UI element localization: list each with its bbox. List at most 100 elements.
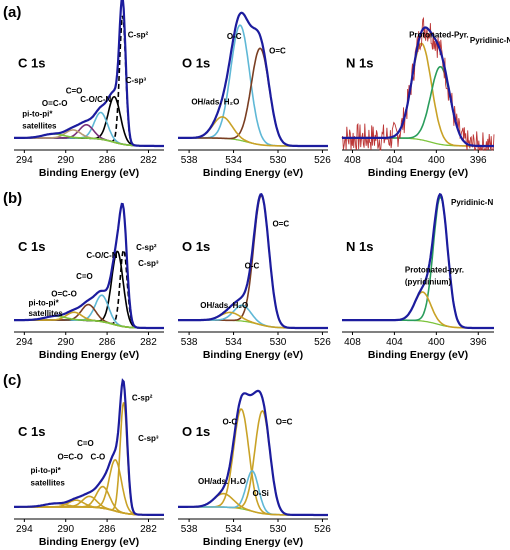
panel-c-O1s: 538 534 530 526 Binding Energy (eV) O 1s O-C O=… (178, 389, 331, 548)
peak-annotation: pi-to-pi* (28, 299, 59, 308)
peak-annotation: C-sp² (128, 30, 149, 39)
envelope-fit (178, 389, 328, 517)
component-peak (178, 24, 328, 147)
x-tick-label: 530 (270, 524, 287, 535)
peak-annotation: pi-to-pi* (31, 466, 62, 475)
peak-annotation: C-sp³ (126, 76, 147, 85)
row-label-b: (b) (3, 190, 23, 207)
peak-annotation: Pyridinic-N (451, 198, 493, 207)
envelope-fit (342, 26, 494, 148)
peak-annotation: OH/ads. H₂O (191, 97, 239, 106)
x-tick-label: 294 (16, 337, 33, 348)
peak-annotation: satellites (31, 478, 66, 487)
peak-annotation: C-O/C-N (86, 251, 117, 260)
peak-annotation: O=C-O (42, 99, 68, 108)
x-axis-label: Binding Energy (eV) (39, 536, 139, 548)
peak-annotation: C=O (77, 439, 94, 448)
x-axis-label: Binding Energy (eV) (368, 349, 468, 361)
peak-annotation: O-C (222, 418, 237, 427)
x-tick-label: 526 (314, 337, 331, 348)
component-peak (14, 402, 164, 516)
peak-annotation: O=C (276, 418, 293, 427)
envelope-fit (178, 192, 328, 330)
x-tick-label: 396 (470, 155, 487, 166)
core-level-label: C 1s (18, 56, 45, 71)
x-axis-label: Binding Energy (eV) (368, 167, 468, 179)
peak-annotation: satellites (22, 122, 57, 131)
envelope-fit (178, 11, 328, 148)
x-tick-label: 404 (386, 337, 403, 348)
x-tick-label: 408 (344, 155, 361, 166)
x-tick-label: 400 (428, 155, 445, 166)
x-axis-label: Binding Energy (eV) (203, 349, 303, 361)
x-tick-label: 538 (181, 524, 198, 535)
core-level-label: C 1s (18, 424, 45, 439)
x-tick-label: 408 (344, 337, 361, 348)
envelope-fit (14, 378, 164, 517)
peak-annotation: Protonated-Pyr. (409, 30, 469, 39)
x-tick-label: 282 (140, 155, 157, 166)
raw-data-trace (341, 16, 495, 152)
peak-annotation: C=O (76, 272, 93, 281)
envelope-fit (342, 192, 494, 330)
peak-annotation: O-C (245, 262, 260, 271)
component-peak (178, 116, 328, 147)
peak-annotation: C-sp³ (138, 434, 159, 443)
peak-annotation: O=C (269, 47, 286, 56)
x-tick-label: 526 (314, 524, 331, 535)
peak-annotation: OH/ads. H₂O (198, 477, 246, 486)
x-tick-label: 538 (181, 337, 198, 348)
x-tick-label: 530 (270, 337, 287, 348)
x-tick-label: 396 (470, 337, 487, 348)
row-label-c: (c) (3, 372, 22, 389)
x-tick-label: 534 (225, 337, 242, 348)
component-peak (342, 196, 494, 329)
peak-annotation: O=C (272, 219, 289, 228)
x-tick-label: 534 (225, 524, 242, 535)
core-level-label: N 1s (346, 56, 373, 71)
peak-annotation: (pyridinium) (405, 277, 452, 286)
peak-annotation: OH/ads. H₂O (200, 301, 248, 310)
peak-annotation: C-sp² (132, 393, 153, 402)
component-peak (14, 485, 164, 516)
x-tick-label: 294 (16, 155, 33, 166)
peak-annotation: C-sp³ (138, 259, 159, 268)
envelope-fit (14, 0, 164, 148)
background-line (178, 319, 328, 329)
core-level-label: O 1s (182, 424, 210, 439)
x-tick-label: 530 (270, 155, 287, 166)
core-level-label: N 1s (346, 239, 373, 254)
peak-annotation: O-C (227, 32, 242, 41)
peak-annotation: pi-to-pi* (22, 110, 53, 119)
peak-annotation: C-sp² (136, 243, 157, 252)
background-line (178, 137, 328, 147)
x-tick-label: 286 (99, 337, 116, 348)
peak-annotation: C-O/C-N (80, 95, 111, 104)
x-axis-label: Binding Energy (eV) (39, 349, 139, 361)
x-tick-label: 404 (386, 155, 403, 166)
envelope-fit (14, 202, 164, 330)
core-level-label: C 1s (18, 239, 45, 254)
core-level-label: O 1s (182, 56, 210, 71)
row-label-a: (a) (3, 4, 22, 21)
peak-annotation: Pyridinic-N (470, 36, 510, 45)
peak-annotation: Protonated-pyr. (405, 266, 464, 275)
x-tick-label: 538 (181, 155, 198, 166)
peak-annotation: satellites (28, 309, 63, 318)
x-axis-label: Binding Energy (eV) (39, 167, 139, 179)
x-tick-label: 294 (16, 524, 33, 535)
x-tick-label: 290 (57, 524, 74, 535)
x-tick-label: 526 (314, 155, 331, 166)
peak-annotation: O=C-O (51, 289, 77, 298)
panel-b-O1s: 538 534 530 526 Binding Energy (eV) O 1s O=C O-… (178, 192, 331, 361)
x-axis-label: Binding Energy (eV) (203, 536, 303, 548)
x-tick-label: 286 (99, 524, 116, 535)
x-tick-label: 282 (140, 524, 157, 535)
x-tick-label: 290 (57, 337, 74, 348)
